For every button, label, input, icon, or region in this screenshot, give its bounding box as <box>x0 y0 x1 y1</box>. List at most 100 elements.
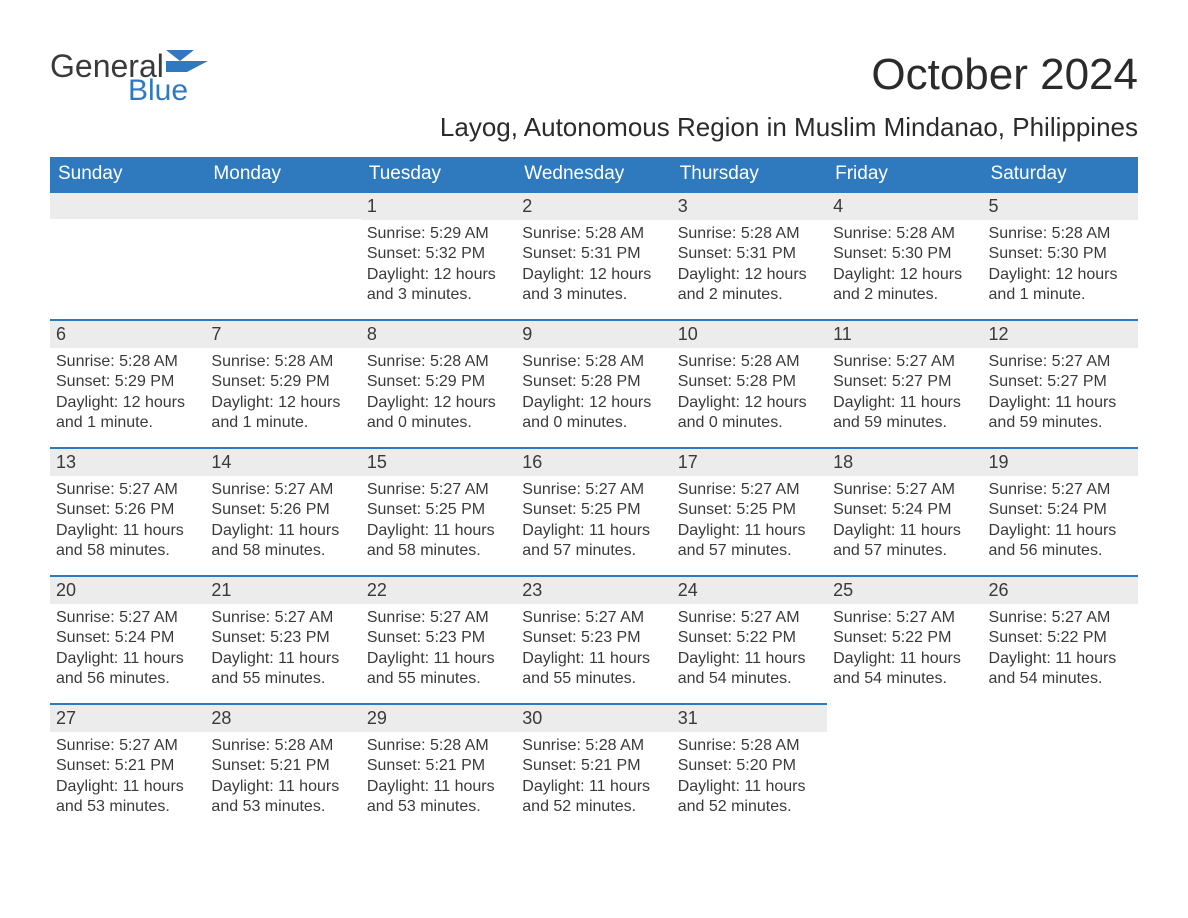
day-detail-line: and 3 minutes. <box>522 285 665 305</box>
weekday-header: Tuesday <box>361 157 516 191</box>
day-detail-line: Daylight: 11 hours <box>367 649 510 669</box>
day-detail-line: Sunrise: 5:27 AM <box>56 608 199 628</box>
day-details: Sunrise: 5:28 AMSunset: 5:21 PMDaylight:… <box>516 732 671 822</box>
day-detail-line: and 57 minutes. <box>678 541 821 561</box>
day-detail-line: Sunrise: 5:28 AM <box>367 736 510 756</box>
day-detail-line: Daylight: 11 hours <box>211 649 354 669</box>
day-number: 12 <box>983 319 1138 348</box>
day-detail-line: Sunrise: 5:27 AM <box>989 608 1132 628</box>
day-detail-line: Daylight: 12 hours <box>367 393 510 413</box>
day-detail-line: Daylight: 11 hours <box>522 777 665 797</box>
day-detail-line: and 54 minutes. <box>833 669 976 689</box>
calendar-cell: 5Sunrise: 5:28 AMSunset: 5:30 PMDaylight… <box>983 191 1138 319</box>
day-detail-line: Sunrise: 5:28 AM <box>56 352 199 372</box>
day-number: 30 <box>516 703 671 732</box>
day-number: 3 <box>672 191 827 220</box>
calendar-cell: 12Sunrise: 5:27 AMSunset: 5:27 PMDayligh… <box>983 319 1138 447</box>
day-detail-line: Sunrise: 5:27 AM <box>833 608 976 628</box>
day-details: Sunrise: 5:27 AMSunset: 5:21 PMDaylight:… <box>50 732 205 822</box>
day-details: Sunrise: 5:28 AMSunset: 5:29 PMDaylight:… <box>361 348 516 438</box>
day-detail-line: Daylight: 11 hours <box>367 777 510 797</box>
day-detail-line: Sunset: 5:25 PM <box>367 500 510 520</box>
day-detail-line: and 1 minute. <box>56 413 199 433</box>
day-detail-line: and 2 minutes. <box>833 285 976 305</box>
day-detail-line: and 55 minutes. <box>211 669 354 689</box>
calendar-cell: 15Sunrise: 5:27 AMSunset: 5:25 PMDayligh… <box>361 447 516 575</box>
day-detail-line: and 2 minutes. <box>678 285 821 305</box>
day-number: 10 <box>672 319 827 348</box>
location-subtitle: Layog, Autonomous Region in Muslim Minda… <box>50 112 1138 143</box>
day-detail-line: and 56 minutes. <box>989 541 1132 561</box>
calendar-cell: 4Sunrise: 5:28 AMSunset: 5:30 PMDaylight… <box>827 191 982 319</box>
day-detail-line: and 0 minutes. <box>522 413 665 433</box>
day-detail-line: Sunrise: 5:27 AM <box>56 480 199 500</box>
calendar-row: 1Sunrise: 5:29 AMSunset: 5:32 PMDaylight… <box>50 191 1138 319</box>
day-detail-line: Daylight: 12 hours <box>678 265 821 285</box>
day-detail-line: and 1 minute. <box>211 413 354 433</box>
calendar-cell: 26Sunrise: 5:27 AMSunset: 5:22 PMDayligh… <box>983 575 1138 703</box>
day-detail-line: Daylight: 11 hours <box>989 649 1132 669</box>
calendar-cell: 20Sunrise: 5:27 AMSunset: 5:24 PMDayligh… <box>50 575 205 703</box>
calendar-cell: 16Sunrise: 5:27 AMSunset: 5:25 PMDayligh… <box>516 447 671 575</box>
day-detail-line: Sunset: 5:24 PM <box>56 628 199 648</box>
day-detail-line: Daylight: 11 hours <box>211 521 354 541</box>
day-detail-line: Sunset: 5:21 PM <box>367 756 510 776</box>
calendar-cell: 1Sunrise: 5:29 AMSunset: 5:32 PMDaylight… <box>361 191 516 319</box>
day-details: Sunrise: 5:28 AMSunset: 5:21 PMDaylight:… <box>361 732 516 822</box>
day-detail-line: Sunset: 5:32 PM <box>367 244 510 264</box>
day-detail-line: Sunset: 5:30 PM <box>833 244 976 264</box>
calendar-cell <box>983 703 1138 831</box>
day-detail-line: Daylight: 12 hours <box>367 265 510 285</box>
weekday-header: Friday <box>827 157 982 191</box>
day-details: Sunrise: 5:28 AMSunset: 5:21 PMDaylight:… <box>205 732 360 822</box>
calendar-cell: 23Sunrise: 5:27 AMSunset: 5:23 PMDayligh… <box>516 575 671 703</box>
day-detail-line: Daylight: 12 hours <box>989 265 1132 285</box>
calendar-cell: 29Sunrise: 5:28 AMSunset: 5:21 PMDayligh… <box>361 703 516 831</box>
brand-word-2: Blue <box>128 76 208 106</box>
day-number: 20 <box>50 575 205 604</box>
weekday-header: Saturday <box>983 157 1138 191</box>
day-detail-line: Sunrise: 5:28 AM <box>678 224 821 244</box>
day-number: 22 <box>361 575 516 604</box>
calendar-cell: 9Sunrise: 5:28 AMSunset: 5:28 PMDaylight… <box>516 319 671 447</box>
calendar-cell: 11Sunrise: 5:27 AMSunset: 5:27 PMDayligh… <box>827 319 982 447</box>
day-detail-line: Sunset: 5:27 PM <box>989 372 1132 392</box>
day-detail-line: Sunset: 5:24 PM <box>989 500 1132 520</box>
day-detail-line: Sunrise: 5:27 AM <box>56 736 199 756</box>
calendar-cell <box>205 191 360 319</box>
brand-logo: General Blue <box>50 50 208 106</box>
day-detail-line: and 54 minutes. <box>678 669 821 689</box>
calendar-cell: 19Sunrise: 5:27 AMSunset: 5:24 PMDayligh… <box>983 447 1138 575</box>
day-detail-line: Daylight: 12 hours <box>211 393 354 413</box>
day-detail-line: Sunrise: 5:28 AM <box>522 352 665 372</box>
day-details: Sunrise: 5:28 AMSunset: 5:20 PMDaylight:… <box>672 732 827 822</box>
calendar-cell: 8Sunrise: 5:28 AMSunset: 5:29 PMDaylight… <box>361 319 516 447</box>
calendar-table: Sunday Monday Tuesday Wednesday Thursday… <box>50 157 1138 831</box>
day-number: 14 <box>205 447 360 476</box>
day-number: 11 <box>827 319 982 348</box>
day-details: Sunrise: 5:27 AMSunset: 5:23 PMDaylight:… <box>205 604 360 694</box>
calendar-cell: 2Sunrise: 5:28 AMSunset: 5:31 PMDaylight… <box>516 191 671 319</box>
day-detail-line: and 53 minutes. <box>367 797 510 817</box>
day-detail-line: Sunrise: 5:28 AM <box>211 352 354 372</box>
calendar-cell: 13Sunrise: 5:27 AMSunset: 5:26 PMDayligh… <box>50 447 205 575</box>
day-detail-line: Sunrise: 5:27 AM <box>989 480 1132 500</box>
day-details: Sunrise: 5:28 AMSunset: 5:30 PMDaylight:… <box>827 220 982 310</box>
day-number: 28 <box>205 703 360 732</box>
day-detail-line: Sunrise: 5:27 AM <box>833 480 976 500</box>
day-detail-line: and 55 minutes. <box>367 669 510 689</box>
day-details: Sunrise: 5:27 AMSunset: 5:24 PMDaylight:… <box>983 476 1138 566</box>
day-detail-line: Sunset: 5:28 PM <box>678 372 821 392</box>
day-detail-line: Sunset: 5:24 PM <box>833 500 976 520</box>
day-details: Sunrise: 5:27 AMSunset: 5:23 PMDaylight:… <box>516 604 671 694</box>
day-details: Sunrise: 5:27 AMSunset: 5:24 PMDaylight:… <box>827 476 982 566</box>
day-detail-line: and 58 minutes. <box>211 541 354 561</box>
day-number: 7 <box>205 319 360 348</box>
day-detail-line: and 58 minutes. <box>367 541 510 561</box>
flag-icon <box>166 50 208 76</box>
day-detail-line: Sunrise: 5:27 AM <box>833 352 976 372</box>
weekday-header: Sunday <box>50 157 205 191</box>
day-detail-line: Sunset: 5:29 PM <box>56 372 199 392</box>
day-detail-line: Daylight: 11 hours <box>833 649 976 669</box>
day-details: Sunrise: 5:27 AMSunset: 5:22 PMDaylight:… <box>827 604 982 694</box>
